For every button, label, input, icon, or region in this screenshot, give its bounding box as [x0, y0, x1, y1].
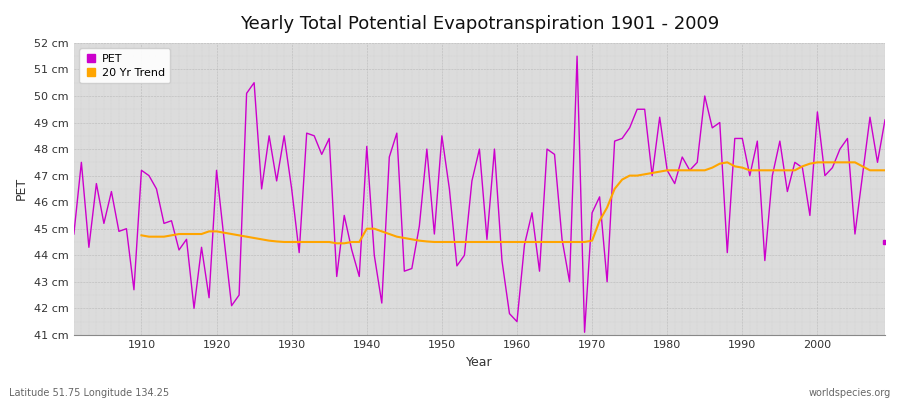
- Y-axis label: PET: PET: [15, 177, 28, 200]
- PET: [572, 54, 582, 58]
- 20 Yr Trend: [879, 168, 890, 173]
- PET: [616, 136, 627, 141]
- Text: Latitude 51.75 Longitude 134.25: Latitude 51.75 Longitude 134.25: [9, 388, 169, 398]
- Line: PET: PET: [74, 56, 885, 332]
- Text: worldspecies.org: worldspecies.org: [809, 388, 891, 398]
- 20 Yr Trend: [587, 238, 598, 243]
- 20 Yr Trend: [722, 160, 733, 165]
- Title: Yearly Total Potential Evapotranspiration 1901 - 2009: Yearly Total Potential Evapotranspiratio…: [239, 15, 719, 33]
- 20 Yr Trend: [309, 240, 320, 244]
- 20 Yr Trend: [331, 241, 342, 246]
- PET: [68, 232, 79, 236]
- PET: [879, 118, 890, 122]
- Legend: PET, 20 Yr Trend: PET, 20 Yr Trend: [79, 48, 170, 83]
- PET: [338, 213, 349, 218]
- PET: [293, 250, 304, 255]
- PET: [580, 330, 590, 335]
- PET: [129, 287, 140, 292]
- 20 Yr Trend: [279, 240, 290, 244]
- X-axis label: Year: Year: [466, 356, 492, 369]
- PET: [504, 311, 515, 316]
- 20 Yr Trend: [526, 240, 537, 244]
- 20 Yr Trend: [834, 160, 845, 165]
- 20 Yr Trend: [857, 164, 868, 169]
- PET: [511, 319, 522, 324]
- 20 Yr Trend: [136, 233, 147, 238]
- Line: 20 Yr Trend: 20 Yr Trend: [141, 162, 885, 243]
